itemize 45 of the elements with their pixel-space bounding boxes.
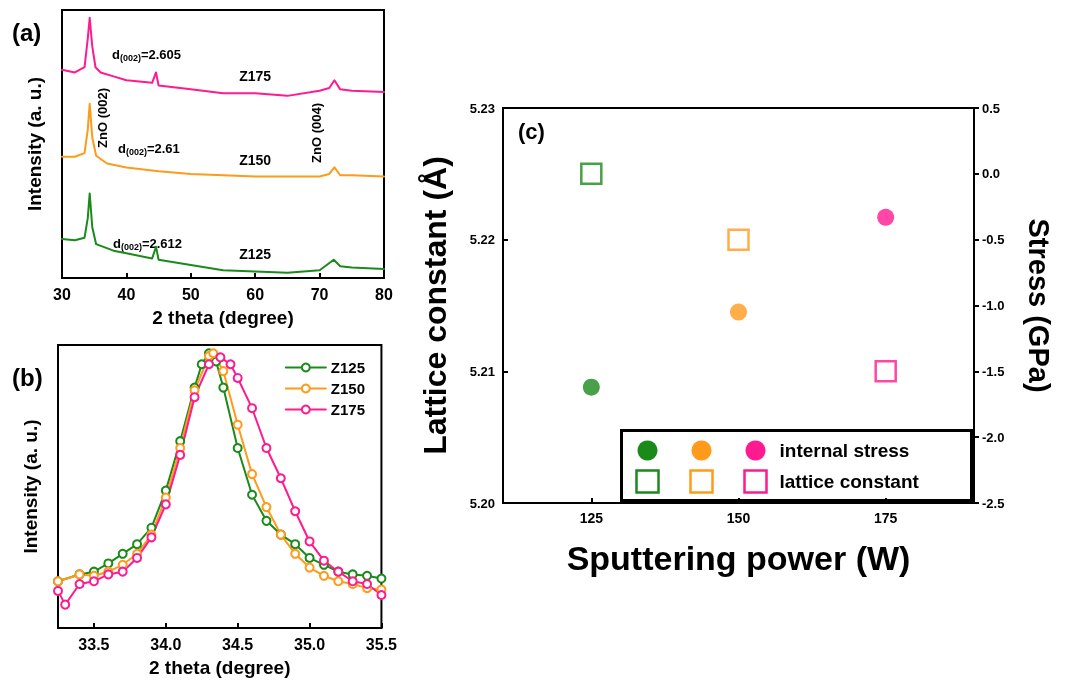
x-tick-label: 150	[726, 510, 751, 526]
text: (b)	[12, 363, 43, 391]
x-tick-label: 175	[874, 510, 898, 526]
x-tick-label: 60	[246, 285, 265, 303]
y2-tick-label: 0.5	[982, 100, 1001, 116]
y2-tick-label: 0.0	[982, 166, 1001, 182]
series-label: Z175	[239, 68, 272, 85]
y-axis-title: Intensity (a. u.)	[24, 76, 45, 212]
y-tick-label: 5.20	[469, 495, 495, 511]
y2-axis-title: Stress (GPa)	[1022, 218, 1055, 393]
series-label: Z125	[239, 246, 272, 263]
x-tick-label: 35.5	[365, 635, 398, 653]
series-label: Z150	[239, 151, 272, 168]
y2-tick-label: -2.0	[982, 429, 1005, 445]
x-tick-label: 34.5	[222, 635, 254, 653]
y2-tick-label: -1.5	[982, 363, 1005, 379]
x-axis-title: 2 theta (degree)	[152, 307, 294, 328]
legend-label: lattice constant	[779, 470, 920, 492]
x-axis-title: 2 theta (degree)	[148, 657, 291, 678]
x-tick-label: 35.0	[293, 635, 326, 653]
x-tick-label: 70	[310, 285, 329, 303]
x-tick-label: 33.5	[78, 635, 110, 653]
y-tick-label: 5.22	[469, 232, 495, 248]
y-axis-title: Lattice constant (Å)	[417, 156, 453, 455]
legend-label: Z150	[330, 380, 366, 397]
x-tick-label: 80	[375, 285, 393, 303]
x-tick-label: 30	[53, 285, 71, 303]
y2-tick-label: -2.5	[982, 495, 1005, 511]
x-tick-label: 34.0	[150, 635, 182, 653]
annotation: (c)	[518, 118, 545, 144]
annotation: ZnO (004)	[309, 102, 324, 163]
text: (a)	[12, 18, 42, 46]
legend-label: Z125	[330, 359, 366, 376]
y2-tick-label: -1.0	[982, 298, 1005, 313]
x-axis-title: Sputtering power (W)	[566, 539, 911, 577]
annotation: ZnO (002)	[95, 87, 110, 148]
x-tick-label: 50	[181, 285, 200, 303]
x-tick-label: 125	[579, 510, 604, 526]
legend-label: internal stress	[779, 439, 910, 461]
y2-tick-label: -0.5	[982, 232, 1005, 248]
legend-label: Z175	[330, 401, 366, 418]
x-tick-label: 40	[117, 285, 136, 303]
y-axis-title: Intensity (a. u.)	[20, 419, 41, 554]
y-tick-label: 5.23	[469, 100, 495, 116]
y-tick-label: 5.21	[469, 363, 495, 379]
